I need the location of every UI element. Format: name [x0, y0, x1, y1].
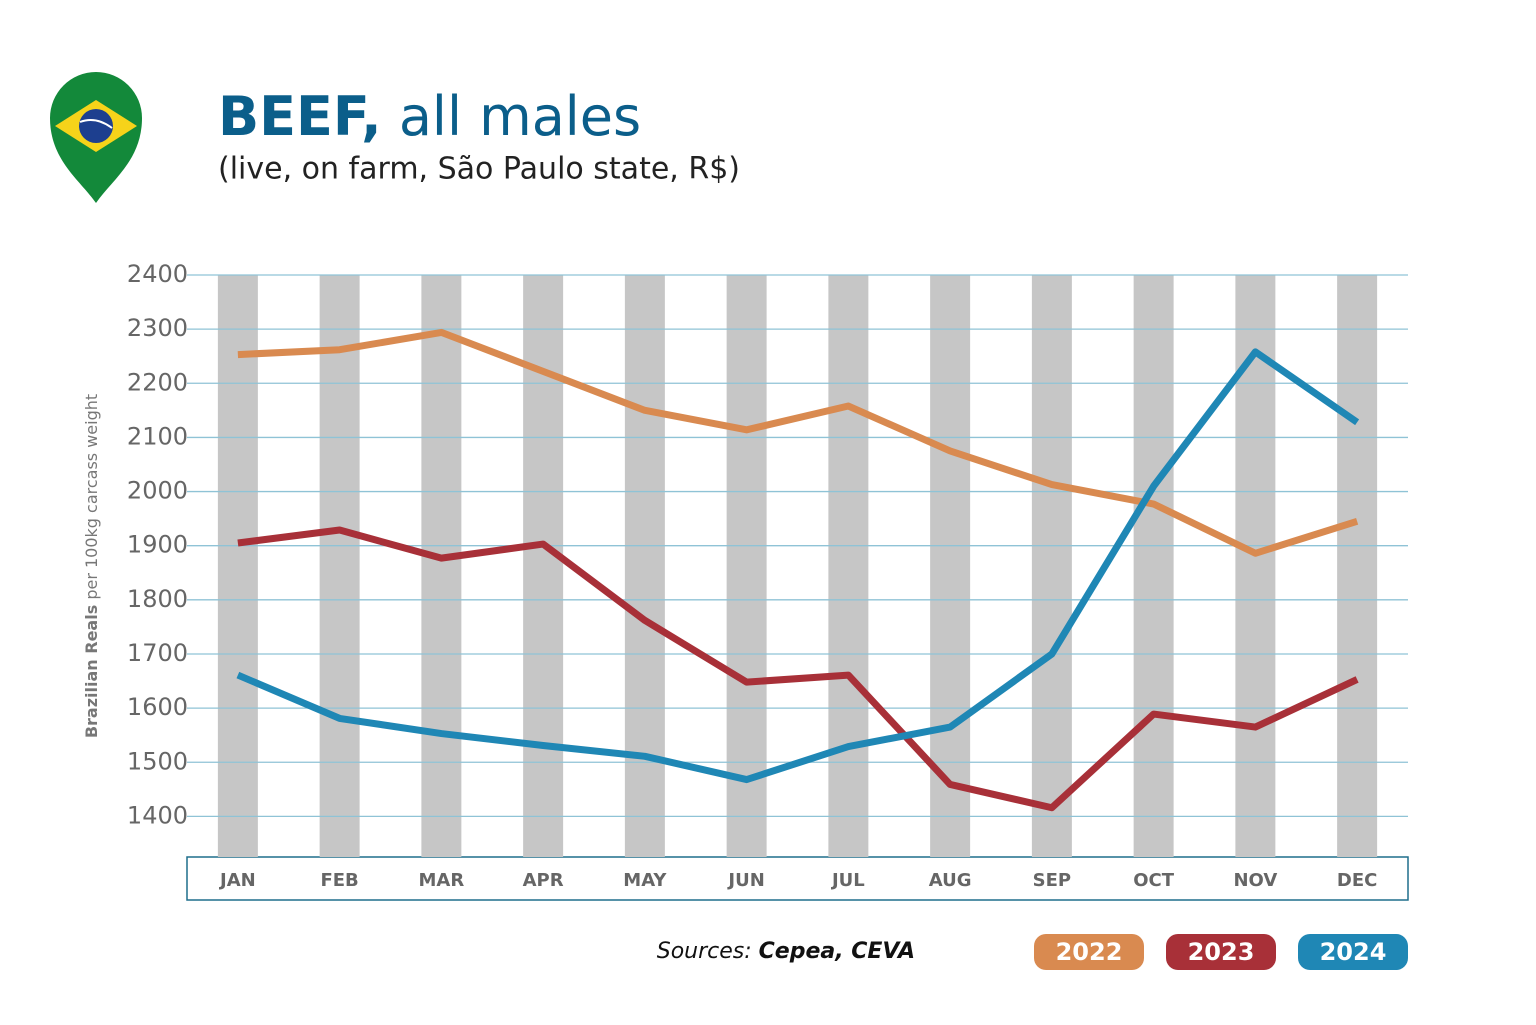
x-tick-label: FEB	[320, 870, 358, 891]
y-axis-label-emphasis: Brazilian Reals	[82, 605, 101, 738]
y-tick-label: 2000	[127, 477, 188, 505]
y-axis-label-text: per 100kg carcass weight	[82, 394, 101, 600]
category-column	[930, 275, 971, 857]
x-tick-label: JUL	[830, 870, 865, 891]
x-tick-label: MAY	[623, 870, 667, 891]
category-column	[217, 275, 258, 857]
y-tick-label: 1600	[127, 693, 188, 721]
category-axis-box	[186, 856, 1409, 901]
source-label: Sources:	[657, 939, 752, 964]
brazil-pin-icon	[50, 72, 142, 203]
y-tick-label: 2300	[127, 314, 188, 342]
legend-label: 2024	[1320, 938, 1387, 966]
x-tick-label: NOV	[1233, 870, 1277, 891]
y-tick-label: 1400	[127, 801, 188, 829]
category-column	[726, 275, 767, 857]
legend-swatch	[1034, 934, 1144, 970]
y-axis-label: Brazilian Reals per 100kg carcass weight	[82, 394, 101, 738]
x-tick-label: APR	[523, 870, 564, 891]
category-column	[624, 275, 665, 857]
category-column	[828, 275, 869, 857]
y-tick-label: 1700	[127, 639, 188, 667]
chart-title: BEEF, all males	[218, 85, 641, 148]
x-tick-label: OCT	[1133, 870, 1175, 891]
category-column	[319, 275, 360, 857]
x-tick-label: AUG	[929, 870, 972, 891]
category-column	[421, 275, 462, 857]
x-tick-label: SEP	[1033, 870, 1071, 891]
x-tick-label: DEC	[1337, 870, 1377, 891]
data-line	[237, 526, 1359, 812]
title-emphasis: BEEF,	[218, 85, 382, 148]
chart-subtitle: (live, on farm, São Paulo state, R$)	[218, 152, 740, 187]
y-tick-label: 1900	[127, 531, 188, 559]
legend-label: 2022	[1056, 938, 1123, 966]
y-tick-label: 2400	[127, 260, 188, 288]
y-tick-label: 2100	[127, 422, 188, 450]
y-tick-label: 1500	[127, 747, 188, 775]
legend-swatch	[1298, 934, 1408, 970]
x-tick-label: JAN	[218, 870, 256, 891]
data-line	[237, 328, 1359, 557]
y-tick-label: 2200	[127, 368, 188, 396]
x-tick-label: JUN	[726, 870, 764, 891]
x-tick-label: MAR	[419, 870, 465, 891]
legend-label: 2023	[1188, 938, 1255, 966]
category-column	[1133, 275, 1174, 857]
category-column	[1337, 275, 1378, 857]
data-line	[236, 348, 1360, 784]
source-text: Cepea, CEVA	[759, 939, 915, 964]
y-tick-label: 1800	[127, 585, 188, 613]
title-text: all males	[399, 85, 641, 148]
legend-swatch	[1166, 934, 1276, 970]
source-note: Sources: Cepea, CEVA	[657, 939, 915, 964]
category-column	[1031, 275, 1072, 857]
